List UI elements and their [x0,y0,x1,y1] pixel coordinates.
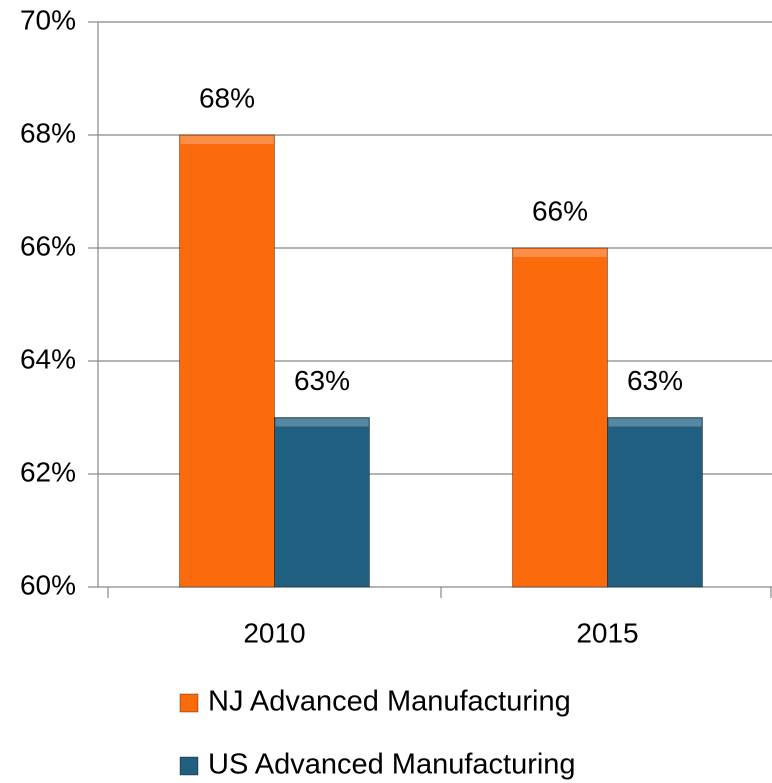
legend-label: NJ Advanced Manufacturing [208,686,571,718]
y-tick-label: 68% [20,117,76,148]
bar [274,417,370,588]
data-label: 63% [627,365,683,396]
y-tick-label: 60% [20,569,76,600]
bar-bevel [513,249,607,257]
legend-swatch [179,693,199,713]
bar-bevel [180,136,274,144]
bar [512,247,608,588]
data-label: 63% [294,365,350,396]
x-tick-label: 2010 [243,617,305,648]
y-tick-label: 66% [20,230,76,261]
y-tick-label: 62% [20,456,76,487]
x-tick-label: 2015 [576,617,638,648]
data-label: 66% [532,195,588,226]
legend-label: US Advanced Manufacturing [208,749,576,781]
y-tick-label: 64% [20,343,76,374]
legend-swatch [179,756,199,776]
bar-bevel [608,418,702,427]
bar [179,134,275,588]
data-label: 68% [199,82,255,113]
y-tick-label: 70% [20,4,76,35]
bar-bevel [275,418,369,427]
bar [607,417,703,588]
